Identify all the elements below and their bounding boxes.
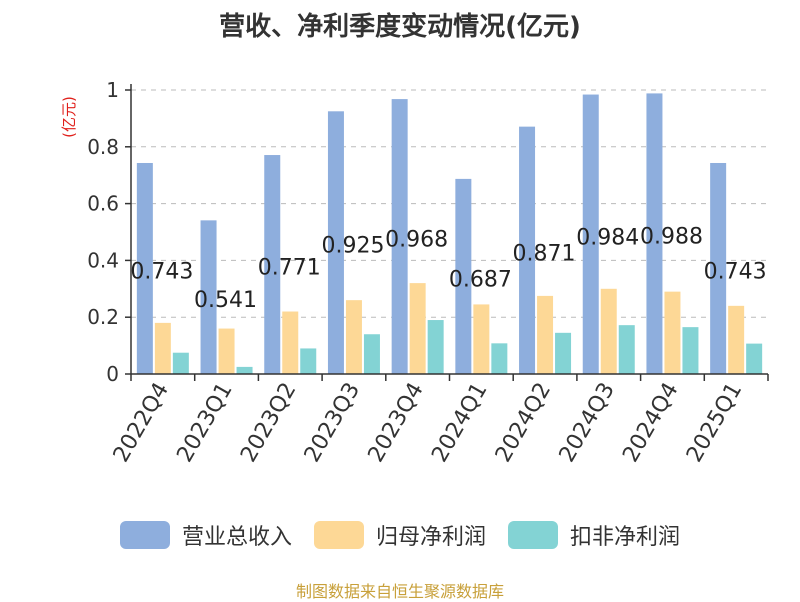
x-tick-label: 2024Q4 <box>618 379 683 467</box>
data-label: 0.687 <box>449 267 512 292</box>
bar-deducted-net-profit <box>491 343 508 374</box>
y-axis-title: (亿元) <box>60 96 78 138</box>
y-tick-label: 0.6 <box>87 192 119 216</box>
bar-net-profit <box>282 311 299 374</box>
y-tick-label: 0.4 <box>87 248 119 272</box>
bar-revenue <box>582 94 599 374</box>
bar-net-profit <box>218 328 235 374</box>
bar-revenue <box>200 220 217 374</box>
x-tick-label: 2023Q3 <box>300 379 365 467</box>
data-label: 0.743 <box>704 259 767 284</box>
bar-net-profit <box>600 288 617 374</box>
legend-swatch <box>119 521 170 549</box>
bar-deducted-net-profit <box>618 325 635 374</box>
bar-revenue <box>646 93 663 375</box>
bar-deducted-net-profit <box>172 352 189 374</box>
chart-title: 营收、净利季度变动情况(亿元) <box>219 12 581 42</box>
bar-net-profit <box>728 305 745 374</box>
bar-revenue <box>264 155 281 374</box>
legend-item[interactable]: 扣非净利润 <box>508 519 680 551</box>
bar-net-profit <box>664 291 681 374</box>
y-tick-label: 0.2 <box>87 305 119 329</box>
legend-label: 扣非净利润 <box>570 525 681 550</box>
data-label: 0.871 <box>513 241 576 266</box>
bar-deducted-net-profit <box>236 366 253 374</box>
x-tick-label: 2023Q4 <box>364 379 429 467</box>
bar-net-profit <box>345 300 362 374</box>
bar-net-profit <box>473 304 490 374</box>
bar-deducted-net-profit <box>300 348 317 374</box>
data-label: 0.541 <box>194 288 257 313</box>
x-tick-label: 2023Q1 <box>172 379 237 467</box>
bar-revenue <box>136 162 153 374</box>
bar-deducted-net-profit <box>682 327 699 374</box>
data-label: 0.988 <box>640 225 703 250</box>
bar-revenue <box>391 99 408 374</box>
bar-deducted-net-profit <box>746 343 763 374</box>
bar-net-profit <box>409 283 426 374</box>
y-tick-label: 1 <box>106 78 119 102</box>
legend: 营业总收入 归母净利润 扣非净利润 <box>0 517 800 553</box>
data-label: 0.743 <box>130 259 193 284</box>
bar-revenue <box>710 162 727 374</box>
y-tick-label: 0 <box>106 362 119 386</box>
bar-deducted-net-profit <box>363 334 380 374</box>
source-note: 制图数据来自恒生聚源数据库 <box>295 582 504 601</box>
legend-item[interactable]: 营业总收入 <box>119 519 292 551</box>
x-tick-label: 2024Q3 <box>555 379 620 467</box>
bar-revenue <box>519 126 536 374</box>
bar-deducted-net-profit <box>427 320 444 374</box>
legend-label: 归母净利润 <box>375 525 486 550</box>
bar-net-profit <box>154 322 171 374</box>
data-label: 0.984 <box>576 225 639 250</box>
x-tick-label: 2023Q2 <box>236 379 301 467</box>
legend-swatch <box>508 521 558 549</box>
bar-deducted-net-profit <box>555 332 572 374</box>
data-label: 0.925 <box>321 234 384 259</box>
x-tick-label: 2022Q4 <box>109 379 174 467</box>
data-label: 0.968 <box>385 228 448 253</box>
legend-label: 营业总收入 <box>181 525 292 550</box>
data-label: 0.771 <box>258 256 321 281</box>
x-tick-label: 2024Q2 <box>491 379 556 467</box>
bar-revenue <box>455 178 472 374</box>
bar-net-profit <box>537 295 554 374</box>
bars <box>136 93 763 375</box>
legend-item[interactable]: 归母净利润 <box>313 519 486 551</box>
legend-swatch <box>313 521 364 549</box>
y-tick-label: 0.8 <box>87 135 119 159</box>
x-tick-label: 2024Q1 <box>427 379 492 467</box>
bar-revenue <box>327 111 344 375</box>
x-tick-label: 2025Q1 <box>682 379 747 467</box>
